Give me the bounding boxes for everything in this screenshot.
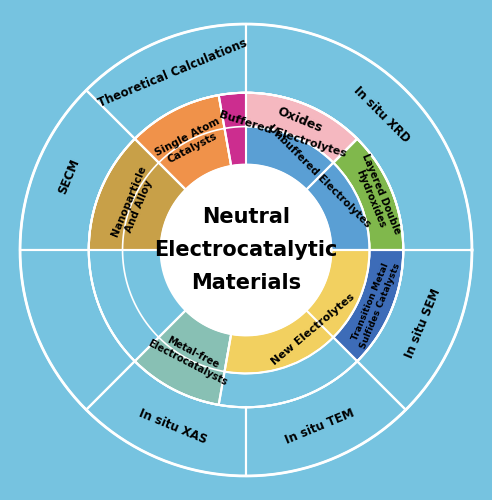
Wedge shape xyxy=(333,250,403,361)
Wedge shape xyxy=(20,250,135,410)
Text: Layered Double
Hydroxides: Layered Double Hydroxides xyxy=(349,152,402,240)
Text: New Electrolytes: New Electrolytes xyxy=(270,292,357,368)
Text: Metal-free
Electrocatalysts: Metal-free Electrocatalysts xyxy=(146,328,234,388)
Text: Oxides: Oxides xyxy=(275,105,324,136)
Text: In situ SEM: In situ SEM xyxy=(403,286,443,360)
Text: Nanoparticle
And Alloy: Nanoparticle And Alloy xyxy=(110,164,158,243)
Text: In situ XRD: In situ XRD xyxy=(351,84,412,145)
Text: In situ TEM: In situ TEM xyxy=(283,407,356,447)
Wedge shape xyxy=(333,139,403,250)
Wedge shape xyxy=(218,93,357,190)
Text: Unbuffered Electrolytes: Unbuffered Electrolytes xyxy=(267,123,373,230)
Wedge shape xyxy=(86,24,246,139)
Text: SECM: SECM xyxy=(56,157,82,196)
Text: Transition Metal
Sulfides Catalysts: Transition Metal Sulfides Catalysts xyxy=(349,258,402,350)
Circle shape xyxy=(1,6,491,494)
Circle shape xyxy=(161,165,331,335)
Wedge shape xyxy=(246,126,369,250)
Wedge shape xyxy=(135,310,231,405)
Wedge shape xyxy=(135,95,231,190)
Wedge shape xyxy=(20,90,135,250)
Wedge shape xyxy=(224,250,369,374)
Text: In situ XAS: In situ XAS xyxy=(137,407,209,447)
Text: Buffered Electrolytes: Buffered Electrolytes xyxy=(217,110,347,159)
Wedge shape xyxy=(246,93,357,162)
Wedge shape xyxy=(89,139,186,250)
Wedge shape xyxy=(357,250,472,410)
Text: Single Atom
Catalysts: Single Atom Catalysts xyxy=(154,116,227,168)
Wedge shape xyxy=(86,361,246,476)
Text: Neutral
Electrocatalytic
Materials: Neutral Electrocatalytic Materials xyxy=(154,207,338,293)
Wedge shape xyxy=(246,24,472,250)
Text: Theoretical Calculations: Theoretical Calculations xyxy=(96,36,249,110)
Wedge shape xyxy=(246,361,406,476)
